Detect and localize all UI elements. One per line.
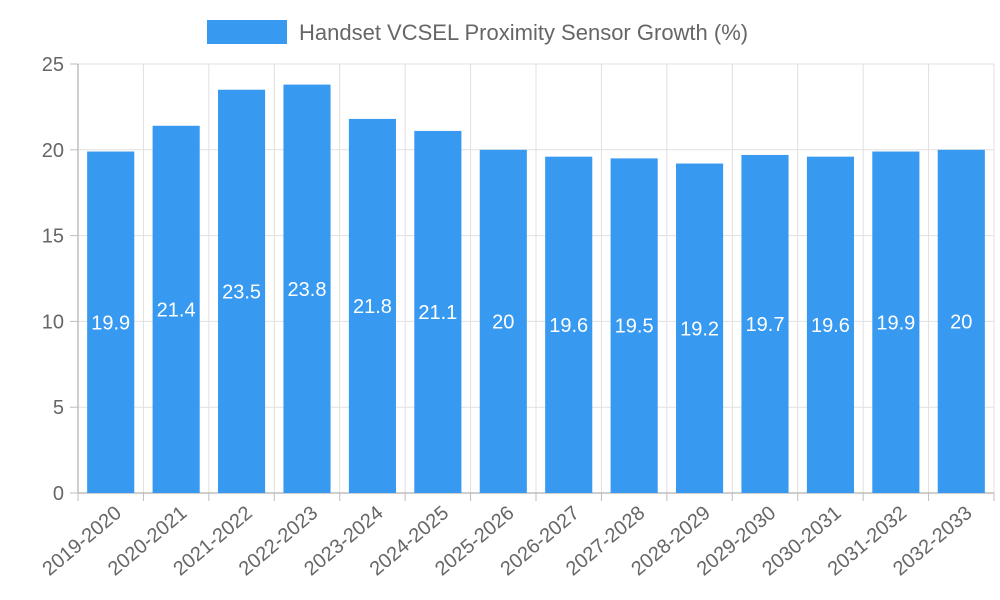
y-tick-label: 20 bbox=[42, 140, 64, 162]
y-tick-label: 5 bbox=[53, 397, 64, 419]
bar[interactable] bbox=[806, 156, 854, 493]
bar-value-label: 19.7 bbox=[746, 314, 785, 336]
bar[interactable] bbox=[87, 151, 135, 494]
gridlines bbox=[78, 63, 995, 493]
bar-value-label: 20 bbox=[950, 311, 972, 333]
bar[interactable] bbox=[610, 158, 658, 493]
y-tick-label: 0 bbox=[53, 483, 64, 505]
bar[interactable] bbox=[414, 130, 462, 493]
bar[interactable] bbox=[479, 149, 527, 494]
bars bbox=[87, 84, 985, 494]
x-axis-ticks: 2019-20202020-20212021-20222022-20232023… bbox=[39, 502, 977, 580]
bar[interactable] bbox=[937, 149, 985, 494]
legend[interactable]: Handset VCSEL Proximity Sensor Growth (%… bbox=[207, 20, 748, 45]
bar[interactable] bbox=[218, 89, 266, 494]
bar[interactable] bbox=[545, 156, 593, 493]
y-tick-label: 15 bbox=[42, 226, 64, 248]
bar-value-label: 23.5 bbox=[222, 281, 261, 303]
bar[interactable] bbox=[348, 118, 396, 494]
legend-swatch bbox=[207, 20, 287, 44]
bar-value-label: 19.5 bbox=[615, 316, 654, 338]
bar[interactable] bbox=[741, 154, 789, 493]
y-tick-label: 10 bbox=[42, 311, 64, 333]
bar-value-label: 21.4 bbox=[157, 299, 196, 321]
bar-value-label: 21.8 bbox=[353, 296, 392, 318]
bar[interactable] bbox=[152, 125, 200, 493]
bar-value-label: 21.1 bbox=[418, 302, 457, 324]
bar-value-label: 19.6 bbox=[549, 315, 588, 337]
bar[interactable] bbox=[872, 151, 920, 494]
bar-value-label: 19.6 bbox=[811, 315, 850, 337]
legend-label: Handset VCSEL Proximity Sensor Growth (%… bbox=[299, 20, 748, 45]
bar[interactable] bbox=[676, 163, 724, 493]
bar[interactable] bbox=[283, 84, 331, 493]
bar-value-label: 20 bbox=[492, 311, 514, 333]
bar-value-label: 23.8 bbox=[288, 279, 327, 301]
bar-labels: 19.9 21.4 23.5 23.8 21.8 21.1 20 19.6 19.5 19.2 19… bbox=[91, 279, 972, 340]
bar-value-label: 19.9 bbox=[876, 312, 915, 334]
bar-value-label: 19.2 bbox=[680, 318, 719, 340]
bar-value-label: 19.9 bbox=[91, 312, 130, 334]
y-tick-label: 25 bbox=[42, 54, 64, 76]
y-axis-ticks: 0 5 10 15 20 25 bbox=[42, 54, 64, 505]
